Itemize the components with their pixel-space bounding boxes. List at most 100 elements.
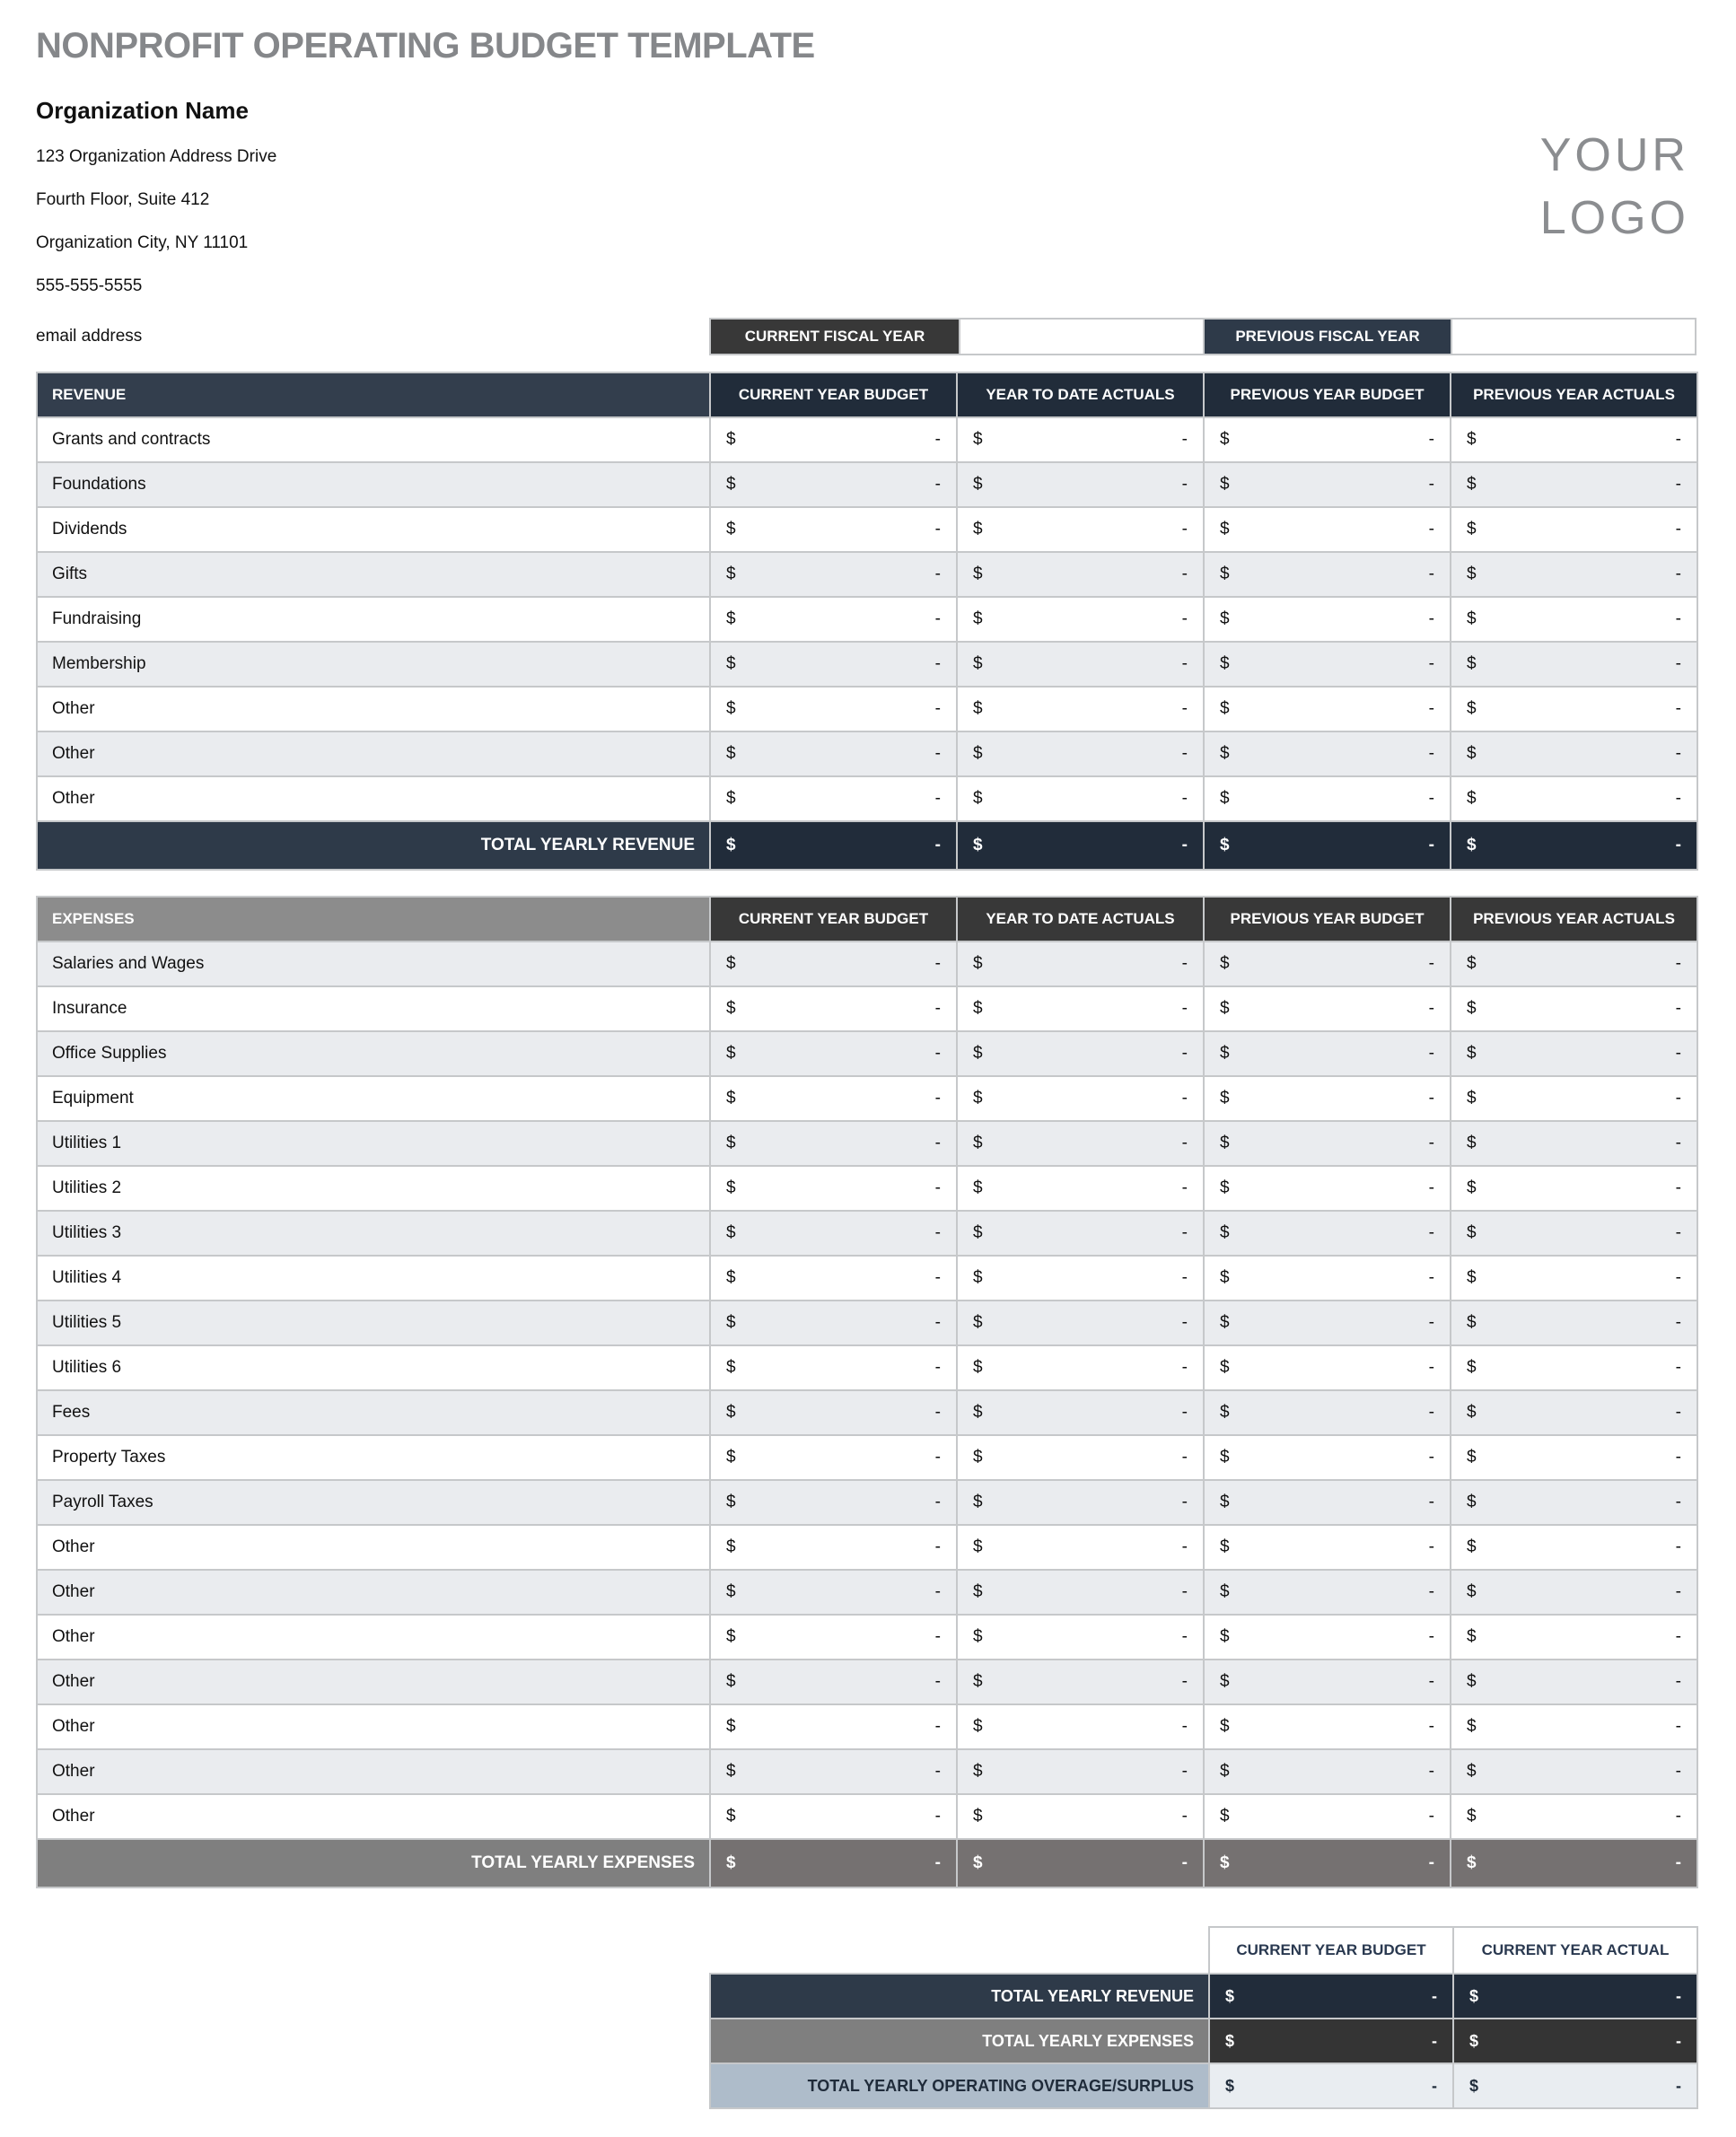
value-cell[interactable]: $ - <box>1203 1255 1451 1301</box>
summary-value-cell[interactable]: $ - <box>1452 2063 1698 2109</box>
value-cell[interactable]: $ - <box>1203 1748 1451 1795</box>
value-cell[interactable]: $ - <box>956 1479 1205 1526</box>
value-cell[interactable]: $ - <box>1450 1524 1698 1571</box>
value-cell[interactable]: $ - <box>1450 1389 1698 1436</box>
value-cell[interactable]: $ - <box>1450 506 1698 553</box>
value-cell[interactable]: $ - <box>709 551 958 598</box>
value-cell[interactable]: $ - <box>709 1703 958 1750</box>
value-cell[interactable]: $ - <box>956 641 1205 688</box>
summary-value-cell[interactable]: $ - <box>1208 2063 1454 2109</box>
value-cell[interactable]: $ - <box>956 1614 1205 1660</box>
value-cell[interactable]: $ - <box>1203 1479 1451 1526</box>
value-cell[interactable]: $ - <box>956 1524 1205 1571</box>
total-value-cell[interactable]: $ - <box>1203 820 1451 871</box>
value-cell[interactable]: $ - <box>709 1793 958 1840</box>
value-cell[interactable]: $ - <box>1450 1434 1698 1481</box>
value-cell[interactable]: $ - <box>709 1344 958 1391</box>
value-cell[interactable]: $ - <box>1203 1659 1451 1705</box>
value-cell[interactable]: $ - <box>1203 1165 1451 1212</box>
value-cell[interactable]: $ - <box>956 1165 1205 1212</box>
total-value-cell[interactable]: $ - <box>1450 1838 1698 1888</box>
value-cell[interactable]: $ - <box>709 941 958 987</box>
value-cell[interactable]: $ - <box>1450 1165 1698 1212</box>
value-cell[interactable]: $ - <box>1450 1120 1698 1167</box>
value-cell[interactable]: $ - <box>709 1389 958 1436</box>
value-cell[interactable]: $ - <box>1203 1300 1451 1346</box>
value-cell[interactable]: $ - <box>956 416 1205 463</box>
value-cell[interactable]: $ - <box>709 1524 958 1571</box>
value-cell[interactable]: $ - <box>1450 1569 1698 1616</box>
value-cell[interactable]: $ - <box>1450 1659 1698 1705</box>
previous-fiscal-year-input[interactable] <box>1451 320 1695 354</box>
total-value-cell[interactable]: $ - <box>1203 1838 1451 1888</box>
value-cell[interactable]: $ - <box>1450 1344 1698 1391</box>
value-cell[interactable]: $ - <box>1450 1793 1698 1840</box>
value-cell[interactable]: $ - <box>1203 1030 1451 1077</box>
value-cell[interactable]: $ - <box>1203 1703 1451 1750</box>
value-cell[interactable]: $ - <box>709 1479 958 1526</box>
value-cell[interactable]: $ - <box>1450 731 1698 777</box>
value-cell[interactable]: $ - <box>956 551 1205 598</box>
value-cell[interactable]: $ - <box>709 1614 958 1660</box>
value-cell[interactable]: $ - <box>1203 416 1451 463</box>
value-cell[interactable]: $ - <box>1203 731 1451 777</box>
value-cell[interactable]: $ - <box>709 641 958 688</box>
value-cell[interactable]: $ - <box>1450 461 1698 508</box>
value-cell[interactable]: $ - <box>1450 775 1698 822</box>
total-value-cell[interactable]: $ - <box>956 820 1205 871</box>
value-cell[interactable]: $ - <box>1203 596 1451 643</box>
value-cell[interactable]: $ - <box>709 1659 958 1705</box>
value-cell[interactable]: $ - <box>1450 1075 1698 1122</box>
value-cell[interactable]: $ - <box>956 1255 1205 1301</box>
value-cell[interactable]: $ - <box>956 1030 1205 1077</box>
value-cell[interactable]: $ - <box>1203 1569 1451 1616</box>
summary-value-cell[interactable]: $ - <box>1452 1973 1698 2019</box>
value-cell[interactable]: $ - <box>1203 1075 1451 1122</box>
value-cell[interactable]: $ - <box>956 686 1205 732</box>
value-cell[interactable]: $ - <box>956 1389 1205 1436</box>
value-cell[interactable]: $ - <box>1203 941 1451 987</box>
value-cell[interactable]: $ - <box>956 596 1205 643</box>
total-value-cell[interactable]: $ - <box>709 1838 958 1888</box>
value-cell[interactable]: $ - <box>709 596 958 643</box>
value-cell[interactable]: $ - <box>1203 686 1451 732</box>
value-cell[interactable]: $ - <box>956 506 1205 553</box>
value-cell[interactable]: $ - <box>709 1120 958 1167</box>
value-cell[interactable]: $ - <box>956 1434 1205 1481</box>
value-cell[interactable]: $ - <box>956 731 1205 777</box>
value-cell[interactable]: $ - <box>956 985 1205 1032</box>
value-cell[interactable]: $ - <box>1450 1614 1698 1660</box>
value-cell[interactable]: $ - <box>709 1255 958 1301</box>
value-cell[interactable]: $ - <box>1450 1703 1698 1750</box>
value-cell[interactable]: $ - <box>709 1075 958 1122</box>
value-cell[interactable]: $ - <box>956 941 1205 987</box>
value-cell[interactable]: $ - <box>1450 985 1698 1032</box>
value-cell[interactable]: $ - <box>1203 1793 1451 1840</box>
value-cell[interactable]: $ - <box>709 1210 958 1257</box>
value-cell[interactable]: $ - <box>1450 551 1698 598</box>
value-cell[interactable]: $ - <box>709 1434 958 1481</box>
value-cell[interactable]: $ - <box>1450 1748 1698 1795</box>
value-cell[interactable]: $ - <box>1203 985 1451 1032</box>
value-cell[interactable]: $ - <box>709 1030 958 1077</box>
value-cell[interactable]: $ - <box>709 416 958 463</box>
value-cell[interactable]: $ - <box>709 775 958 822</box>
value-cell[interactable]: $ - <box>709 1748 958 1795</box>
value-cell[interactable]: $ - <box>1203 1344 1451 1391</box>
value-cell[interactable]: $ - <box>956 1210 1205 1257</box>
value-cell[interactable]: $ - <box>956 1703 1205 1750</box>
value-cell[interactable]: $ - <box>956 1344 1205 1391</box>
value-cell[interactable]: $ - <box>1450 686 1698 732</box>
value-cell[interactable]: $ - <box>956 1075 1205 1122</box>
value-cell[interactable]: $ - <box>1203 551 1451 598</box>
value-cell[interactable]: $ - <box>1450 596 1698 643</box>
total-value-cell[interactable]: $ - <box>1450 820 1698 871</box>
value-cell[interactable]: $ - <box>1203 461 1451 508</box>
value-cell[interactable]: $ - <box>956 1120 1205 1167</box>
value-cell[interactable]: $ - <box>1450 1255 1698 1301</box>
value-cell[interactable]: $ - <box>709 461 958 508</box>
value-cell[interactable]: $ - <box>709 686 958 732</box>
summary-value-cell[interactable]: $ - <box>1208 2018 1454 2064</box>
value-cell[interactable]: $ - <box>956 775 1205 822</box>
value-cell[interactable]: $ - <box>1450 1210 1698 1257</box>
